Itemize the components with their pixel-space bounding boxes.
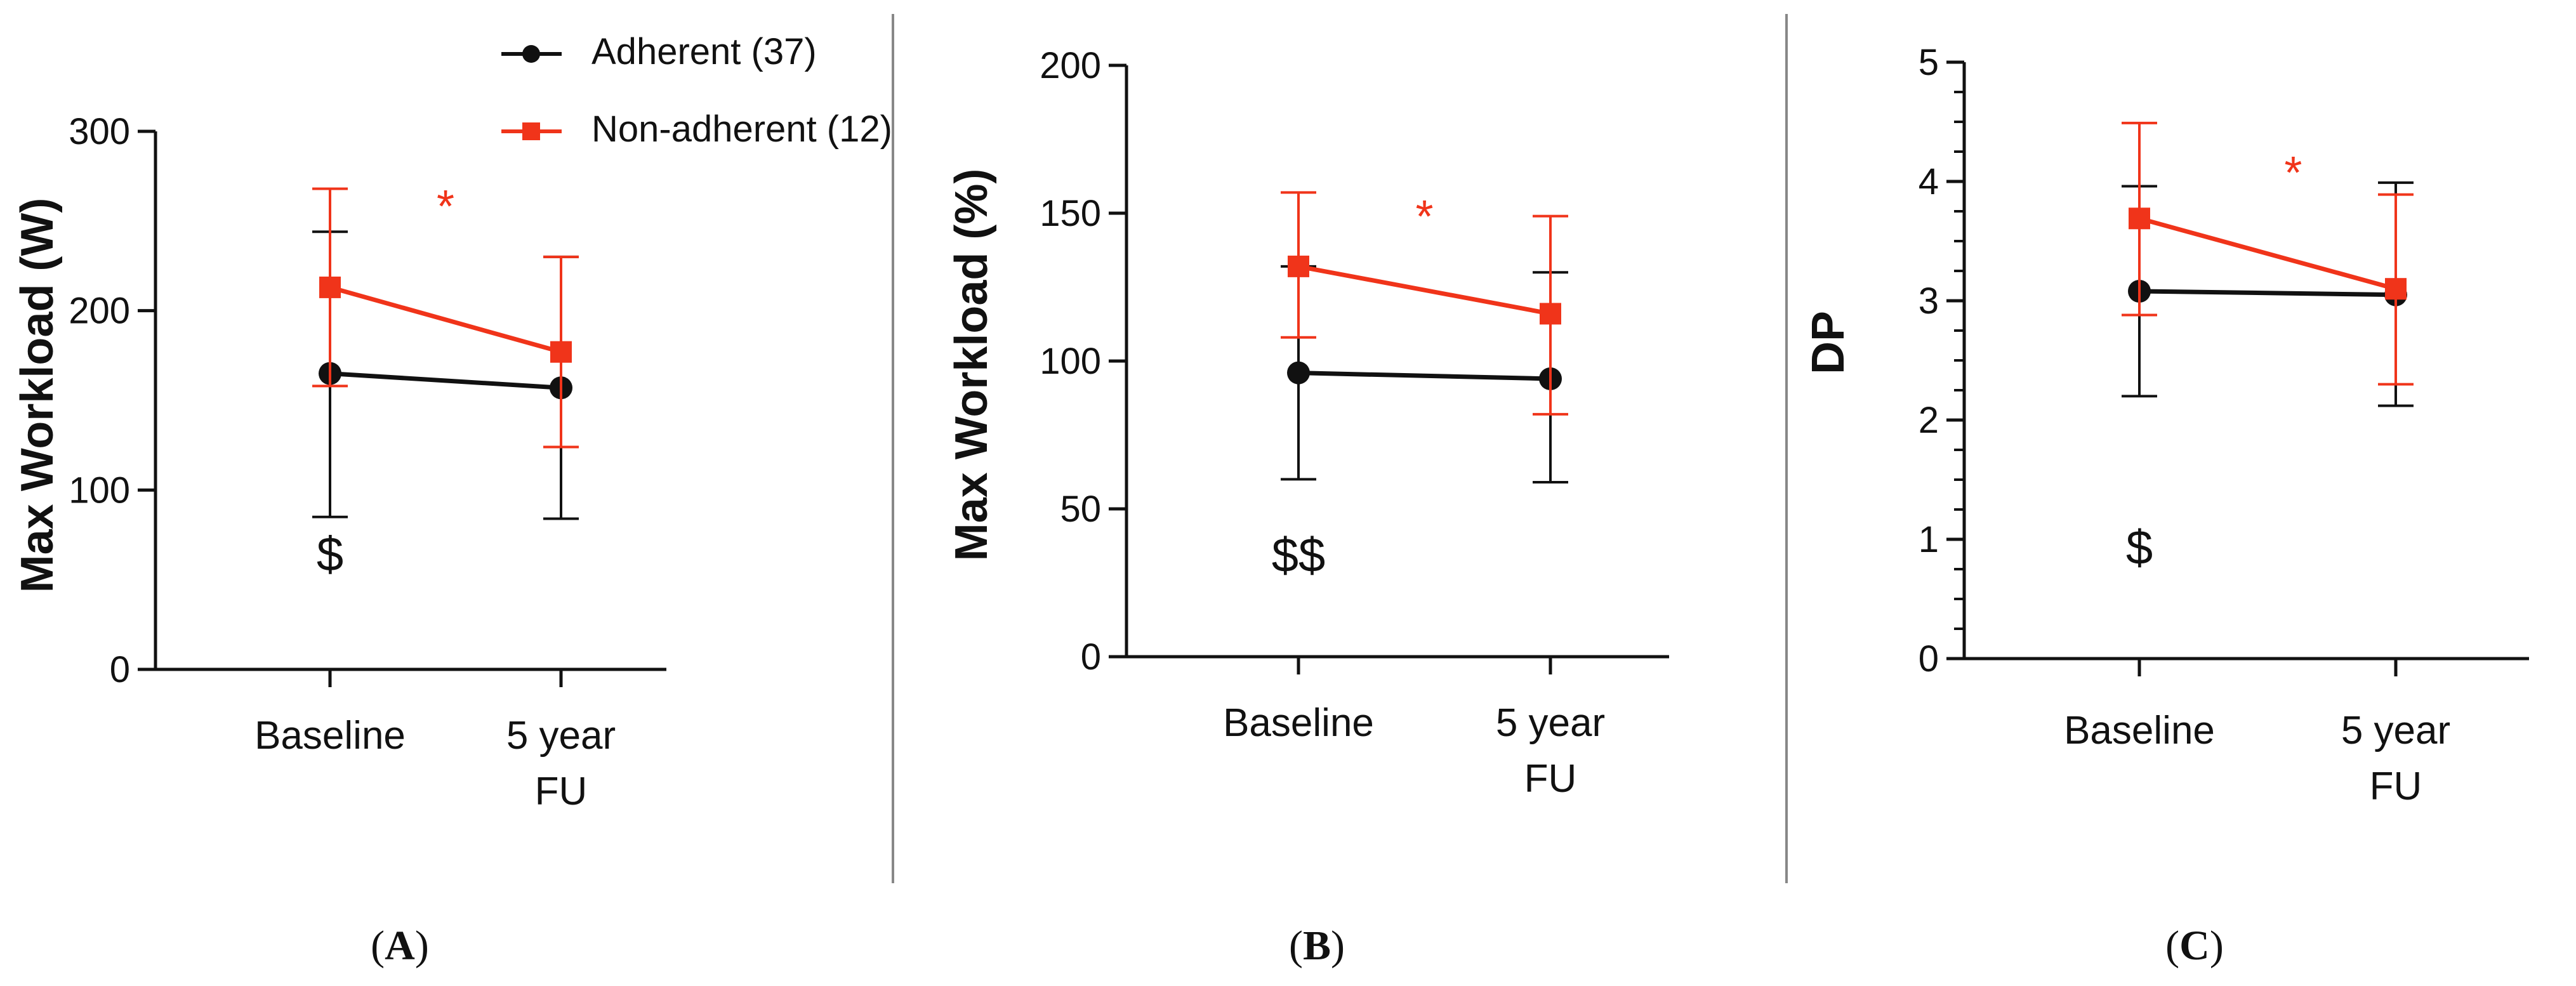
legend-nonadherent-marker	[522, 122, 540, 140]
y-tick-label-a: 300	[69, 111, 130, 152]
data-point-square	[1540, 303, 1561, 325]
y-tick-label-c: 1	[1919, 519, 1939, 560]
series-line	[1298, 371, 1551, 381]
data-point-square	[319, 276, 341, 298]
x-tick-label-a: Baseline	[254, 714, 406, 758]
panel-label-letter: A	[385, 923, 415, 969]
series-adherent-b	[1281, 265, 1568, 484]
x-tick-label-b: Baseline	[1223, 701, 1374, 745]
series-nonadherent-b	[1281, 191, 1568, 416]
y-tick-label-a: 0	[110, 649, 130, 690]
y-tick-label-c: 4	[1919, 161, 1939, 202]
x-tick-label-line: Baseline	[254, 714, 406, 758]
series-nonadherent-c	[2122, 121, 2414, 386]
y-tick-label-c: 2	[1919, 400, 1939, 441]
y-axis-title-c: DP	[1803, 311, 1854, 374]
x-tick-label-line: Baseline	[2064, 709, 2215, 753]
panel-label-paren-close: )	[2210, 923, 2224, 969]
series-line	[2139, 216, 2396, 291]
y-tick-label-c: 3	[1919, 280, 1939, 322]
x-tick-label-line: FU	[535, 770, 588, 813]
panel-label-a: (A)	[371, 923, 429, 969]
panel-label-paren-open: (	[371, 923, 385, 969]
x-tick-label-line: 5 year	[2341, 709, 2450, 753]
y-axis-title-a: Max Workload (W)	[12, 198, 63, 593]
panel-c: 0 1 2 3 4 5 Baseline 5 year FU DP * $ (C)	[1803, 42, 2529, 969]
x-tick-label-line: 5 year	[1496, 701, 1605, 745]
y-tick-label-c: 0	[1919, 638, 1939, 680]
series-line	[329, 371, 562, 390]
x-tick-label-b: 5 year FU	[1496, 701, 1605, 801]
significance-star-b: *	[1415, 192, 1433, 242]
y-tick-label-b: 150	[1040, 193, 1101, 234]
x-tick-label-line: FU	[1524, 757, 1577, 801]
x-tick-label-c: Baseline	[2064, 709, 2215, 753]
y-tick-label-a: 100	[69, 470, 130, 511]
panel-label-c: (C)	[2165, 923, 2224, 969]
data-point-square	[2385, 278, 2407, 300]
x-tick-label-a: 5 year FU	[506, 714, 616, 813]
y-tick-label-a: 200	[69, 291, 130, 332]
data-point-circle	[1287, 361, 1310, 385]
panel-label-paren-open: (	[2165, 923, 2179, 969]
significance-dollar-b: $$	[1272, 529, 1326, 582]
panel-label-b: (B)	[1289, 923, 1345, 969]
y-tick-label-c: 5	[1919, 42, 1939, 83]
significance-dollar-c: $	[2126, 521, 2153, 575]
legend: Adherent (37) Non-adherent (12)	[501, 31, 892, 150]
series-line	[329, 285, 562, 355]
y-axis-title-b: Max Workload (%)	[946, 169, 997, 562]
x-tick-label-line: FU	[2370, 765, 2422, 808]
x-tick-label-line: Baseline	[1223, 701, 1374, 745]
significance-star-a: *	[437, 181, 454, 232]
y-tick-label-b: 0	[1081, 636, 1101, 678]
legend-adherent-label: Adherent (37)	[591, 31, 817, 72]
y-tick-label-b: 50	[1060, 489, 1101, 530]
panel-b: 0 50 100 150 200 Baseline 5 year FU Max Workload…	[946, 45, 1669, 969]
panel-label-letter: B	[1303, 923, 1331, 969]
x-tick-label-line: 5 year	[506, 714, 616, 758]
series-line	[1298, 264, 1551, 316]
legend-adherent-marker	[522, 45, 540, 63]
data-point-square	[1288, 255, 1309, 277]
series-adherent-c	[2122, 181, 2414, 407]
panel-a: 0 100 200 300 Baseline 5 year FU Max Workload (…	[12, 111, 666, 969]
panel-label-letter: C	[2179, 923, 2210, 969]
panel-label-paren-open: (	[1289, 923, 1303, 969]
data-point-square	[550, 341, 572, 363]
y-tick-label-b: 100	[1040, 341, 1101, 382]
series-adherent-a	[312, 230, 579, 520]
x-tick-label-c: 5 year FU	[2341, 709, 2450, 808]
y-tick-label-b: 200	[1040, 45, 1101, 86]
significance-dollar-a: $	[317, 528, 343, 582]
series-line	[2139, 289, 2396, 298]
panel-label-paren-close: )	[1331, 923, 1345, 969]
data-point-square	[2129, 207, 2150, 230]
series-nonadherent-a	[312, 187, 579, 449]
panel-label-paren-close: )	[415, 923, 429, 969]
legend-nonadherent-label: Non-adherent (12)	[591, 108, 892, 150]
significance-star-c: *	[2284, 148, 2302, 199]
